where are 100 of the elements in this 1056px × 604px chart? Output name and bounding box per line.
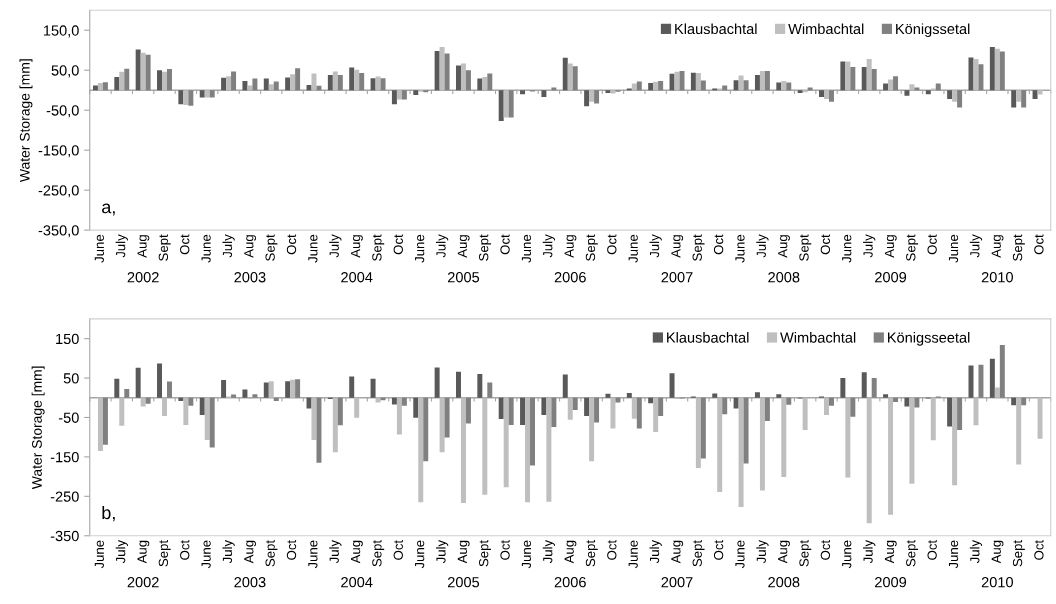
bar: [674, 71, 680, 91]
bar: [589, 90, 595, 102]
x-tick-label: Aug: [884, 540, 897, 564]
x-tick-label: June: [94, 234, 104, 263]
bar: [824, 397, 829, 416]
bar: [337, 397, 343, 426]
bar: [423, 397, 429, 462]
text: 2003: [234, 272, 266, 283]
x-tick-label: June: [201, 234, 211, 263]
bar: [97, 83, 103, 91]
x-tick-label: Sept: [372, 540, 385, 567]
bar: [290, 74, 296, 91]
bar: [973, 59, 979, 91]
bar: [893, 76, 899, 91]
x-tick-label: Oct: [500, 234, 510, 255]
bar: [594, 90, 600, 104]
x-tick-label: Oct: [927, 540, 937, 560]
bar: [135, 49, 141, 91]
legend-label: Königsseetal: [888, 332, 970, 346]
bar: [252, 394, 258, 398]
bar: [465, 70, 471, 91]
x-tick-label: Aug: [564, 235, 577, 258]
bar: [370, 378, 376, 398]
y-tick-label: -250: [50, 491, 79, 502]
bar: [658, 397, 664, 416]
x-tick-label: June: [735, 234, 745, 263]
y-tick-label: 50: [63, 373, 79, 384]
bar: [562, 57, 568, 91]
y-tick-label: -350: [50, 530, 79, 542]
bar: [1032, 90, 1038, 100]
x-tick-label: July: [115, 234, 128, 258]
annotation: b,: [102, 505, 115, 522]
bar: [455, 371, 461, 398]
bar: [807, 87, 813, 91]
bar: [166, 69, 172, 91]
bar: [114, 77, 120, 91]
bar: [1021, 397, 1027, 406]
bar: [145, 397, 151, 404]
bar: [199, 397, 205, 416]
y-tick-label: -350,0: [38, 225, 79, 238]
bar: [584, 397, 590, 416]
bar: [242, 389, 248, 398]
bar: [850, 67, 856, 91]
bar: [781, 397, 787, 478]
bar: [434, 367, 440, 398]
bar: [221, 380, 227, 398]
x-tick-label: July: [542, 234, 556, 258]
x-tick-label: Aug: [991, 235, 1004, 258]
x-tick-label: Aug: [778, 540, 790, 564]
x-tick-label: Aug: [351, 540, 363, 564]
bar: [295, 379, 301, 398]
bar: [444, 397, 450, 438]
x-tick-label: July: [115, 539, 128, 564]
text: 2008: [768, 272, 800, 283]
x-tick-label: Sept: [158, 234, 171, 261]
bar: [754, 392, 760, 398]
bar: [797, 90, 803, 94]
x-tick-label: June: [201, 540, 211, 569]
bar: [861, 372, 867, 398]
bar: [290, 379, 296, 398]
bar: [498, 90, 504, 121]
bar: [439, 47, 445, 91]
x-tick-label: Sept: [692, 234, 705, 261]
bar: [97, 397, 103, 451]
x-tick-label: July: [756, 539, 769, 564]
bar: [460, 397, 466, 504]
bar: [1011, 90, 1017, 108]
y-axis-title: Water Storage [mm]: [19, 59, 33, 182]
x-tick-label: June: [308, 234, 318, 263]
x-tick-label: Aug: [564, 540, 577, 564]
bar: [157, 363, 163, 398]
bar: [311, 73, 317, 91]
bar: [754, 75, 760, 91]
bar: [482, 397, 488, 495]
y-tick-label: -250,0: [38, 185, 79, 198]
bar: [145, 54, 151, 91]
x-tick-label: June: [628, 540, 638, 569]
bar: [947, 90, 953, 100]
bar: [978, 64, 984, 91]
bar: [888, 397, 894, 515]
bar: [631, 397, 637, 419]
bar: [610, 397, 616, 429]
bar: [337, 75, 343, 91]
bar: [819, 90, 824, 98]
bar: [871, 69, 877, 91]
bar: [401, 90, 407, 100]
legend-label: Wimbachtal: [788, 23, 864, 35]
legend-label: Königssetal: [896, 23, 970, 37]
bar: [631, 83, 637, 91]
bar: [845, 397, 851, 478]
x-tick-label: July: [863, 539, 876, 564]
bar: [957, 90, 963, 108]
bar: [166, 381, 172, 398]
x-tick-label: Sept: [479, 540, 491, 567]
bar: [498, 397, 504, 420]
x-tick-label: June: [948, 234, 959, 263]
x-tick-label: Sept: [1012, 540, 1025, 567]
bar: [722, 85, 728, 91]
x-tick-label: July: [542, 539, 556, 564]
bar: [989, 358, 995, 398]
